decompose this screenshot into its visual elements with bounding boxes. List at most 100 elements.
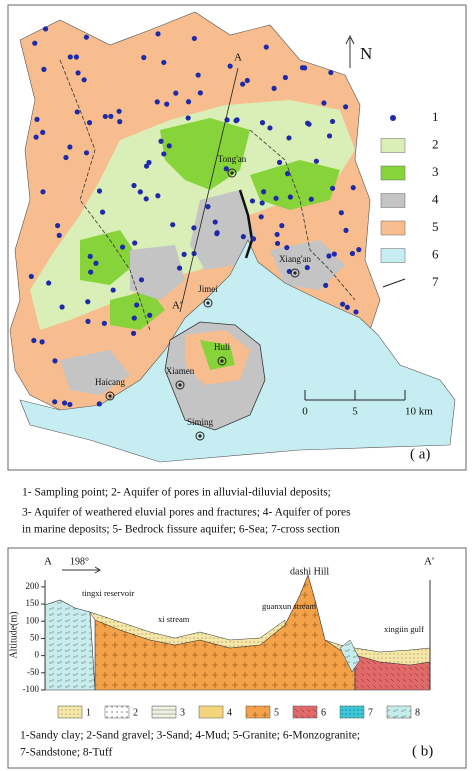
legend-label: 4 xyxy=(432,191,439,206)
sampling-point xyxy=(259,200,265,206)
sampling-point xyxy=(96,188,103,194)
north-arrow-head xyxy=(345,34,355,45)
island-eluvial xyxy=(200,340,235,370)
sampling-point xyxy=(342,104,349,110)
legend-swatch xyxy=(57,705,83,719)
place-label: Haicang xyxy=(95,377,125,387)
feature-label: xi stream xyxy=(158,614,190,624)
legend-symbol xyxy=(390,115,396,121)
sampling-point xyxy=(197,90,203,96)
y-ticks: 200 150 100 50 0 -50 -100 xyxy=(23,581,45,694)
sampling-point xyxy=(276,159,283,165)
place-marker xyxy=(227,168,237,178)
sampling-point xyxy=(274,240,281,247)
legend-label: 6 xyxy=(432,246,439,261)
place-label: Siming xyxy=(187,417,214,427)
place-marker xyxy=(203,298,213,308)
sampling-point xyxy=(227,63,233,69)
legend-symbol xyxy=(380,220,406,236)
sampling-point xyxy=(132,240,138,246)
legend-label: 1 xyxy=(86,707,91,718)
y-tick-label: 50 xyxy=(30,633,40,643)
legend-label: 3 xyxy=(432,164,439,179)
legend-symbol xyxy=(380,138,406,153)
sampling-point xyxy=(143,163,150,169)
sampling-point xyxy=(340,301,346,307)
caption-line: 3- Aquifer of weathered eluvial pores an… xyxy=(22,507,351,519)
legend-label: 1 xyxy=(432,109,439,124)
scale-label: 10 km xyxy=(405,406,433,418)
scale-label: 5 xyxy=(352,406,358,418)
sampling-point xyxy=(166,143,172,149)
scale-bar: 0 5 10 km xyxy=(302,390,433,418)
sampling-point xyxy=(279,223,285,229)
legend-label: 6 xyxy=(321,707,326,718)
legend-label: 3 xyxy=(180,707,185,718)
legend-swatch xyxy=(104,705,130,719)
place-marker-core xyxy=(206,301,210,305)
sampling-point xyxy=(181,251,187,257)
marine-area xyxy=(60,190,345,395)
place-marker-core xyxy=(293,271,297,275)
sampling-point xyxy=(34,116,40,122)
eluvial-area xyxy=(80,118,340,330)
sampling-point xyxy=(39,339,45,345)
sampling-point xyxy=(214,230,220,236)
sampling-point xyxy=(185,99,192,105)
sampling-point xyxy=(284,244,290,251)
sampling-point xyxy=(304,264,310,271)
sampling-point xyxy=(328,69,334,76)
sampling-point xyxy=(154,99,160,105)
sampling-point xyxy=(32,40,38,46)
y-tick-label: -50 xyxy=(27,667,39,677)
place-label: Huli xyxy=(214,342,231,352)
sampling-point xyxy=(287,194,293,200)
sampling-point xyxy=(52,358,58,364)
sampling-point xyxy=(63,154,69,161)
legend-label: 2 xyxy=(432,136,439,151)
sampling-point xyxy=(161,151,167,157)
sampling-point xyxy=(137,189,143,195)
sampling-point xyxy=(244,77,250,84)
place-marker-core xyxy=(198,434,202,438)
legend-swatch xyxy=(245,705,271,719)
tuff-lens xyxy=(339,639,361,673)
y-tick-label: 200 xyxy=(26,581,40,591)
tuff xyxy=(44,599,96,691)
sampling-point xyxy=(158,138,164,144)
sampling-point xyxy=(331,251,337,257)
legend-label: 4 xyxy=(227,707,232,718)
sampling-point xyxy=(108,113,114,119)
place-marker-core xyxy=(178,383,182,387)
place-marker xyxy=(217,356,227,366)
legend-b: 1 2 3 4 5 6 7 8 xyxy=(57,705,420,719)
legend-swatch xyxy=(386,705,412,719)
legend-label: 5 xyxy=(432,219,439,234)
sampling-point xyxy=(74,109,80,115)
sampling-point xyxy=(223,166,229,172)
sampling-point xyxy=(101,320,107,326)
sampling-point xyxy=(75,70,81,76)
sampling-point xyxy=(343,227,349,233)
sampling-point xyxy=(326,253,332,259)
sampling-point xyxy=(323,282,329,289)
place-marker xyxy=(290,268,300,278)
legend-a: 1 2 3 4 5 6 7 xyxy=(380,109,439,289)
district-border xyxy=(59,59,151,331)
sampling-point xyxy=(308,196,314,202)
sampling-point xyxy=(88,269,94,275)
sampling-point xyxy=(353,309,359,315)
legend-label: 2 xyxy=(133,707,138,718)
sampling-point xyxy=(93,260,99,266)
sampling-point xyxy=(85,318,91,325)
legend-swatch xyxy=(198,705,224,719)
sampling-point xyxy=(267,125,273,131)
sampling-point xyxy=(86,120,93,126)
sampling-point xyxy=(305,120,311,126)
sampling-point xyxy=(271,85,277,91)
sampling-point xyxy=(117,119,123,125)
sampling-point xyxy=(28,273,34,280)
sampling-point xyxy=(313,158,319,164)
north-label: N xyxy=(360,44,372,63)
